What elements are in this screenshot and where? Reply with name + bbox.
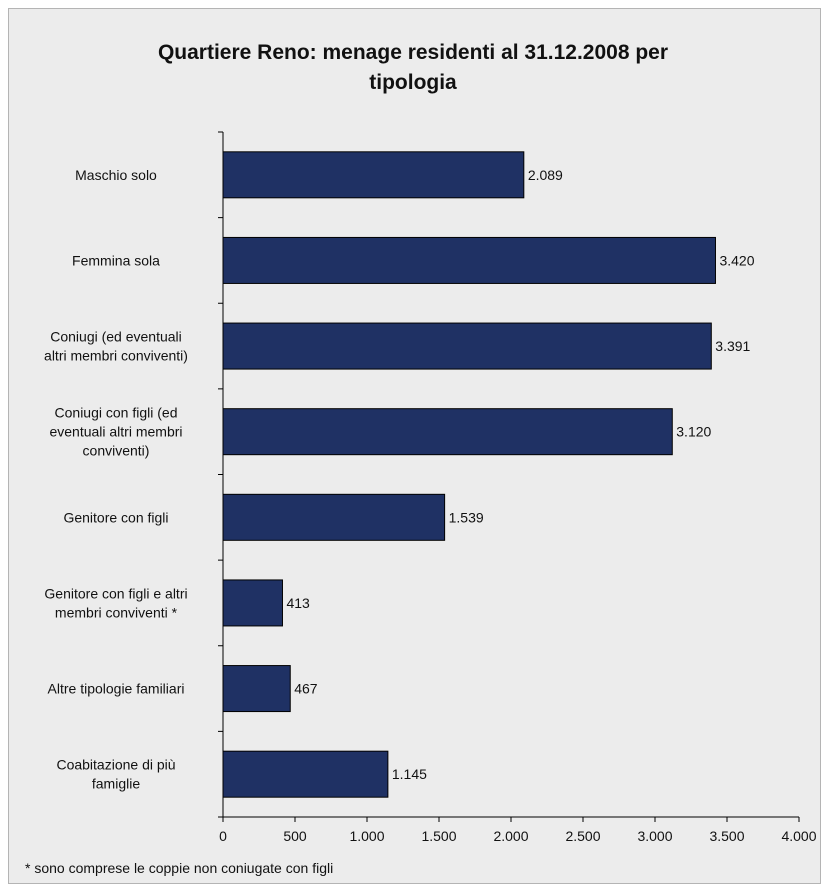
footnote: * sono comprese le coppie non coniugate … bbox=[25, 860, 334, 876]
chart-title-line-1: Quartiere Reno: menage residenti al 31.1… bbox=[157, 41, 669, 64]
bar bbox=[222, 665, 291, 713]
bar-value-label: 1.539 bbox=[449, 509, 484, 525]
category-label: Coabitazione di più bbox=[56, 757, 175, 773]
category-label: Maschio solo bbox=[75, 167, 157, 183]
bar-value-label: 3.420 bbox=[719, 252, 754, 268]
bar bbox=[222, 493, 446, 541]
category-label: Coniugi con figli (ed bbox=[55, 405, 178, 421]
chart-title: Quartiere Reno: menage residenti al 31.1… bbox=[0, 38, 826, 98]
bar-value-label: 467 bbox=[294, 681, 318, 697]
category-label: eventuali altri membri bbox=[49, 424, 182, 440]
x-tick-label: 3.000 bbox=[637, 828, 672, 844]
bar-value-label: 3.391 bbox=[715, 338, 750, 354]
category-label: Femmina sola bbox=[72, 252, 160, 268]
category-label: Altre tipologie familiari bbox=[48, 681, 185, 697]
bar-value-label: 413 bbox=[286, 595, 310, 611]
category-label: membri conviventi * bbox=[55, 604, 178, 620]
category-label: Genitore con figli bbox=[63, 509, 168, 525]
category-label: famiglie bbox=[92, 776, 140, 792]
x-tick-label: 2.500 bbox=[565, 828, 600, 844]
bar bbox=[222, 322, 712, 370]
bar bbox=[222, 579, 283, 627]
bar-value-label: 3.120 bbox=[676, 424, 711, 440]
x-tick-label: 1.000 bbox=[349, 828, 384, 844]
category-label: altri membri conviventi) bbox=[44, 348, 188, 364]
x-tick-label: 500 bbox=[283, 828, 307, 844]
x-tick-label: 4.000 bbox=[781, 828, 816, 844]
bar bbox=[222, 236, 716, 284]
bar bbox=[222, 750, 389, 798]
x-tick-label: 2.000 bbox=[493, 828, 528, 844]
bar bbox=[222, 408, 673, 456]
category-label: conviventi) bbox=[83, 443, 150, 459]
category-label: Genitore con figli e altri bbox=[44, 585, 187, 601]
category-label: Coniugi (ed eventuali bbox=[50, 329, 182, 345]
x-tick-label: 3.500 bbox=[709, 828, 744, 844]
x-tick-label: 1.500 bbox=[421, 828, 456, 844]
bar-value-label: 2.089 bbox=[528, 167, 563, 183]
bar-value-label: 1.145 bbox=[392, 766, 427, 782]
x-tick-label: 0 bbox=[219, 828, 227, 844]
bar bbox=[222, 151, 525, 199]
chart-title-line-2: tipologia bbox=[369, 71, 457, 94]
